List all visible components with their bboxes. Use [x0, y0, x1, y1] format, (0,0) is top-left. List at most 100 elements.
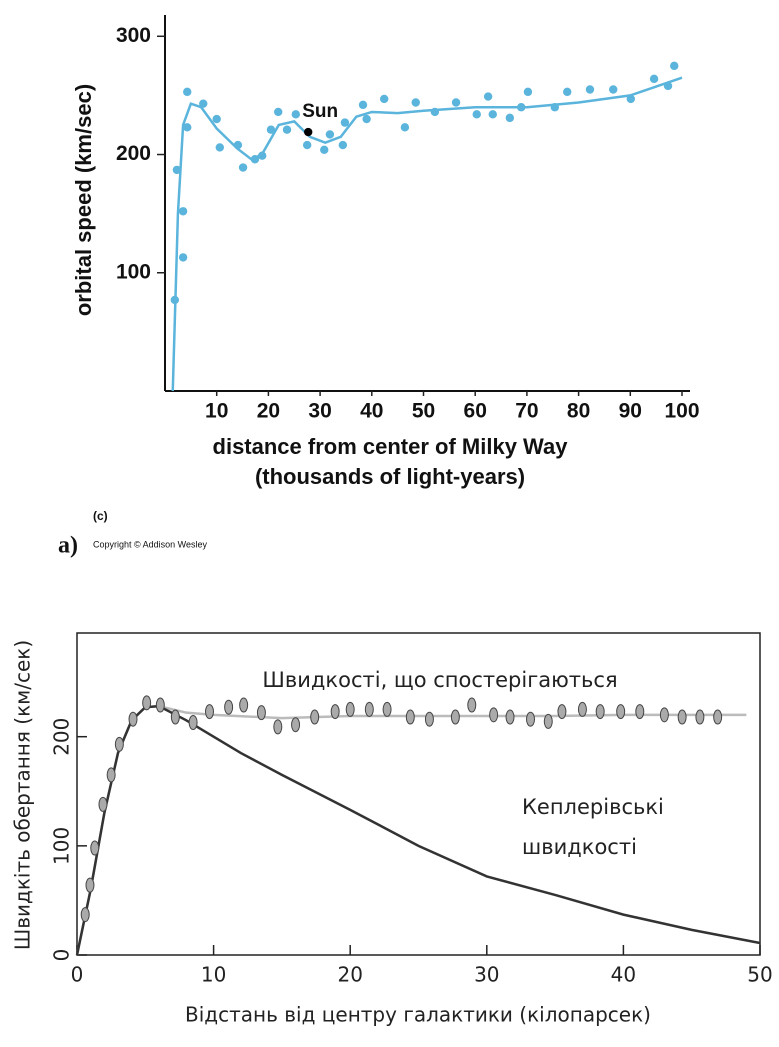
point [451, 98, 461, 107]
point [577, 701, 587, 717]
x-tick-label: 100 [664, 400, 699, 423]
point [483, 92, 493, 101]
point [155, 697, 165, 713]
point [505, 113, 515, 123]
annotation: швидкості [522, 835, 637, 859]
point [523, 87, 533, 97]
point [424, 711, 434, 727]
x-tick-label: 20 [337, 963, 362, 987]
point [212, 114, 221, 124]
point [659, 707, 669, 723]
curve [75, 704, 761, 956]
point [489, 707, 499, 723]
point [273, 719, 283, 735]
point [282, 125, 292, 134]
point [340, 118, 350, 127]
x-tick-label: 0 [71, 963, 84, 987]
point-label: Sun [302, 101, 338, 122]
point [302, 140, 312, 150]
point [563, 87, 572, 97]
x-tick-label: 40 [611, 963, 636, 987]
x-tick-label: 60 [464, 400, 487, 423]
x-tick-label: 90 [619, 400, 642, 423]
x-tick-label: 10 [201, 963, 226, 987]
x-tick-label: 30 [474, 963, 499, 987]
x-tick-label: 80 [567, 400, 590, 423]
point [142, 695, 152, 711]
point [239, 697, 249, 713]
point [183, 123, 192, 132]
point [609, 85, 618, 94]
y-tick-label: 0 [50, 949, 74, 962]
point [713, 709, 723, 725]
point [382, 701, 392, 717]
point [178, 253, 188, 262]
x-tick-label: 50 [412, 400, 435, 423]
point [199, 99, 208, 108]
y-tick-label: 100 [50, 827, 74, 865]
point [172, 165, 182, 175]
point [266, 125, 276, 134]
point [183, 87, 192, 97]
point [472, 110, 481, 119]
point [364, 701, 374, 717]
x-tick-label: 50 [747, 963, 772, 987]
point [256, 705, 266, 721]
point [467, 697, 477, 713]
y-axis-label: orbital speed (km/sec) [71, 84, 96, 316]
curve [171, 76, 683, 392]
point [488, 110, 497, 119]
y-tick-label: 100 [116, 260, 151, 283]
x-axis-label: (thousands of light-years) [255, 464, 525, 489]
point [362, 114, 371, 124]
point [505, 709, 515, 725]
point [224, 699, 234, 715]
point [170, 709, 180, 725]
plot-frame [76, 632, 761, 956]
point [90, 840, 100, 856]
annotation: Швидкості, що спостерігаються [262, 668, 617, 692]
point [291, 110, 301, 119]
point [188, 715, 198, 731]
point [338, 140, 348, 150]
point [450, 709, 460, 725]
x-axis-label: distance from center of Milky Way [213, 434, 569, 459]
point [128, 711, 138, 727]
point [310, 709, 320, 725]
annotation: Кеплерівські [522, 795, 664, 819]
point [178, 207, 188, 216]
point [304, 127, 313, 137]
point [325, 130, 335, 139]
point [274, 107, 283, 117]
point [330, 704, 340, 720]
point [291, 717, 301, 733]
y-tick-label: 200 [116, 142, 151, 165]
point [616, 704, 626, 720]
point [98, 796, 108, 812]
point [695, 709, 705, 725]
x-tick-label: 40 [360, 400, 383, 423]
point [595, 704, 605, 720]
y-tick-label: 300 [116, 24, 151, 47]
point [106, 767, 116, 783]
point [526, 711, 536, 727]
point [405, 709, 415, 725]
point [649, 74, 659, 84]
point [358, 100, 368, 110]
y-tick-label: 200 [50, 718, 74, 756]
point [85, 877, 95, 893]
point [205, 704, 215, 720]
annotation: Copyright © Addison Wesley [93, 539, 208, 549]
x-axis-label: Відстань від центру галактики (кілопарсе… [185, 1003, 651, 1027]
point [543, 713, 553, 729]
point [400, 123, 410, 132]
point [320, 145, 329, 154]
y-axis-label: Швидкіть обертання (км/сек) [11, 640, 35, 950]
x-tick-label: 10 [205, 400, 228, 423]
point [635, 704, 645, 720]
x-tick-label: 30 [308, 400, 331, 423]
x-tick-label: 20 [257, 400, 280, 423]
point [585, 85, 595, 94]
annotation: (c) [93, 509, 108, 523]
